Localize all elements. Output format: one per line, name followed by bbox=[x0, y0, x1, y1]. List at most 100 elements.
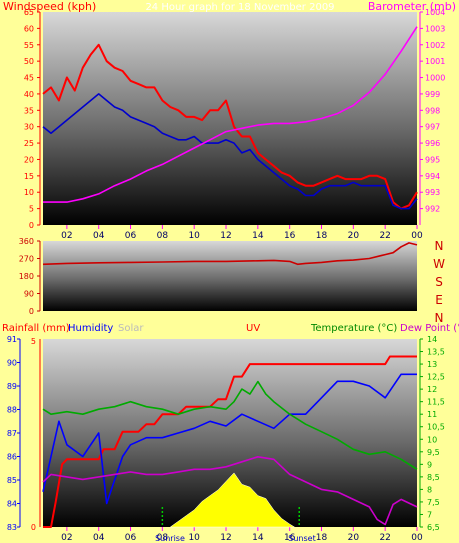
x-tick-label: 02 bbox=[61, 231, 72, 241]
humidity-tick-label: 91 bbox=[7, 335, 17, 344]
solar-axis-label: Solar bbox=[118, 323, 144, 334]
wind-tick-label: 65 bbox=[24, 8, 34, 17]
x-tick-label: 08 bbox=[157, 533, 169, 543]
wind-tick-label: 15 bbox=[24, 172, 34, 181]
sunrise-label: Sunrise bbox=[155, 534, 185, 543]
temperature-tick-label: 9 bbox=[427, 460, 432, 469]
temperature-tick-label: 11,5 bbox=[427, 398, 445, 407]
wind-tick-label: 45 bbox=[24, 74, 34, 83]
x-tick-label: 18 bbox=[316, 231, 328, 241]
barometer-tick-label: 1002 bbox=[425, 41, 445, 50]
humidity-line bbox=[42, 373, 417, 505]
x-tick-label: 18 bbox=[316, 533, 328, 543]
wind-tick-label: 0 bbox=[29, 221, 34, 230]
wind_gust-line bbox=[42, 93, 418, 210]
x-tick-label: 00 bbox=[411, 533, 423, 543]
temperature-tick-label: 7 bbox=[427, 510, 432, 519]
humidity-tick-label: 89 bbox=[7, 382, 17, 391]
wind-tick-label: 20 bbox=[24, 155, 34, 164]
barometer-tick-label: 999 bbox=[425, 90, 440, 99]
barometer-tick-label: 994 bbox=[425, 172, 440, 181]
barometer-tick-label: 995 bbox=[425, 155, 440, 164]
dew_point-line bbox=[42, 455, 418, 526]
rainfall-tick-label: 0 bbox=[31, 523, 36, 532]
direction-plot-area bbox=[43, 241, 417, 311]
temperature-tick-label: 6,5 bbox=[427, 523, 440, 532]
humidity-tick-label: 90 bbox=[7, 359, 17, 368]
barometer-line bbox=[43, 26, 418, 203]
temperature-tick-label: 7,5 bbox=[427, 498, 440, 507]
temperature-tick-label: 12 bbox=[427, 385, 437, 394]
x-tick-label: 20 bbox=[348, 533, 360, 543]
temperature-tick-label: 8 bbox=[427, 485, 432, 494]
humidity-axis-label: Humidity bbox=[68, 323, 113, 334]
compass-label: N bbox=[435, 311, 444, 325]
x-tick-label: 12 bbox=[220, 231, 231, 241]
humidity-tick-label: 84 bbox=[7, 500, 17, 509]
barometer-tick-label: 993 bbox=[425, 188, 440, 197]
temperature-tick-label: 11 bbox=[427, 410, 437, 419]
uv-axis-label: UV bbox=[246, 323, 260, 334]
barometer-tick-label: 992 bbox=[425, 205, 440, 214]
wind-tick-label: 10 bbox=[24, 188, 34, 197]
direction-tick-label: 90 bbox=[24, 290, 34, 299]
barometer-tick-label: 996 bbox=[425, 139, 440, 148]
barometer-tick-label: 1003 bbox=[425, 24, 445, 33]
wind-plot-area bbox=[43, 12, 417, 225]
x-tick-label: 22 bbox=[379, 533, 390, 543]
compass-label: E bbox=[435, 293, 443, 307]
rainfall-tick-label: 5 bbox=[31, 337, 36, 346]
temperature-line bbox=[42, 380, 418, 470]
humidity-tick-label: 83 bbox=[7, 523, 17, 532]
direction-tick-label: 0 bbox=[29, 307, 34, 316]
temperature-tick-label: 13,5 bbox=[427, 348, 445, 357]
wind-tick-label: 60 bbox=[24, 24, 34, 33]
dewpoint-axis-label: Dew Point (°C) bbox=[400, 323, 459, 334]
x-tick-label: 14 bbox=[252, 231, 264, 241]
direction-tick-label: 270 bbox=[19, 255, 34, 264]
humidity-tick-label: 87 bbox=[7, 429, 17, 438]
wind-axis-label: Windspeed (kph) bbox=[3, 0, 96, 13]
x-tick-label: 10 bbox=[188, 533, 200, 543]
temperature-tick-label: 14 bbox=[427, 335, 437, 344]
direction-tick-label: 360 bbox=[19, 237, 34, 246]
compass-label: S bbox=[435, 275, 443, 289]
barometer-tick-label: 1000 bbox=[425, 74, 445, 83]
temperature-tick-label: 10 bbox=[427, 435, 437, 444]
x-tick-label: 00 bbox=[411, 231, 423, 241]
rainfall-axis-label: Rainfall (mm) bbox=[2, 323, 70, 334]
sunset-label: Sunset bbox=[288, 534, 315, 543]
temperature-tick-label: 10,5 bbox=[427, 423, 445, 432]
barometer-tick-label: 1001 bbox=[425, 57, 445, 66]
wind-tick-label: 5 bbox=[29, 205, 34, 214]
temperature-tick-label: 12,5 bbox=[427, 373, 445, 382]
x-tick-label: 20 bbox=[348, 231, 360, 241]
barometer-axis-label: Barometer (mb) bbox=[368, 0, 456, 13]
wind-tick-label: 50 bbox=[24, 57, 34, 66]
compass-label: W bbox=[433, 257, 445, 271]
wind-direction-line bbox=[42, 242, 418, 266]
temperature-axis-label: Temperature (°C) bbox=[310, 323, 397, 334]
x-tick-label: 10 bbox=[188, 231, 200, 241]
wind-tick-label: 55 bbox=[24, 41, 34, 50]
chart-title: 24 Hour graph for 18 November 2009 bbox=[145, 2, 334, 13]
x-tick-label: 04 bbox=[93, 231, 105, 241]
x-tick-label: 16 bbox=[284, 231, 296, 241]
x-tick-label: 16 bbox=[284, 533, 296, 543]
x-tick-label: 08 bbox=[157, 231, 169, 241]
compass-label: N bbox=[435, 239, 444, 253]
rainfall-line bbox=[43, 355, 417, 528]
x-tick-label: 02 bbox=[61, 533, 72, 543]
wind-tick-label: 35 bbox=[24, 106, 34, 115]
wind-tick-label: 25 bbox=[24, 139, 34, 148]
wind_speed-line bbox=[42, 43, 418, 210]
humidity-tick-label: 86 bbox=[7, 453, 17, 462]
x-tick-label: 12 bbox=[220, 533, 231, 543]
x-tick-label: 14 bbox=[252, 533, 264, 543]
barometer-tick-label: 998 bbox=[425, 106, 440, 115]
humidity-tick-label: 85 bbox=[7, 476, 17, 485]
x-tick-label: 22 bbox=[379, 231, 390, 241]
temperature-tick-label: 8,5 bbox=[427, 473, 440, 482]
temperature-tick-label: 9,5 bbox=[427, 448, 440, 457]
